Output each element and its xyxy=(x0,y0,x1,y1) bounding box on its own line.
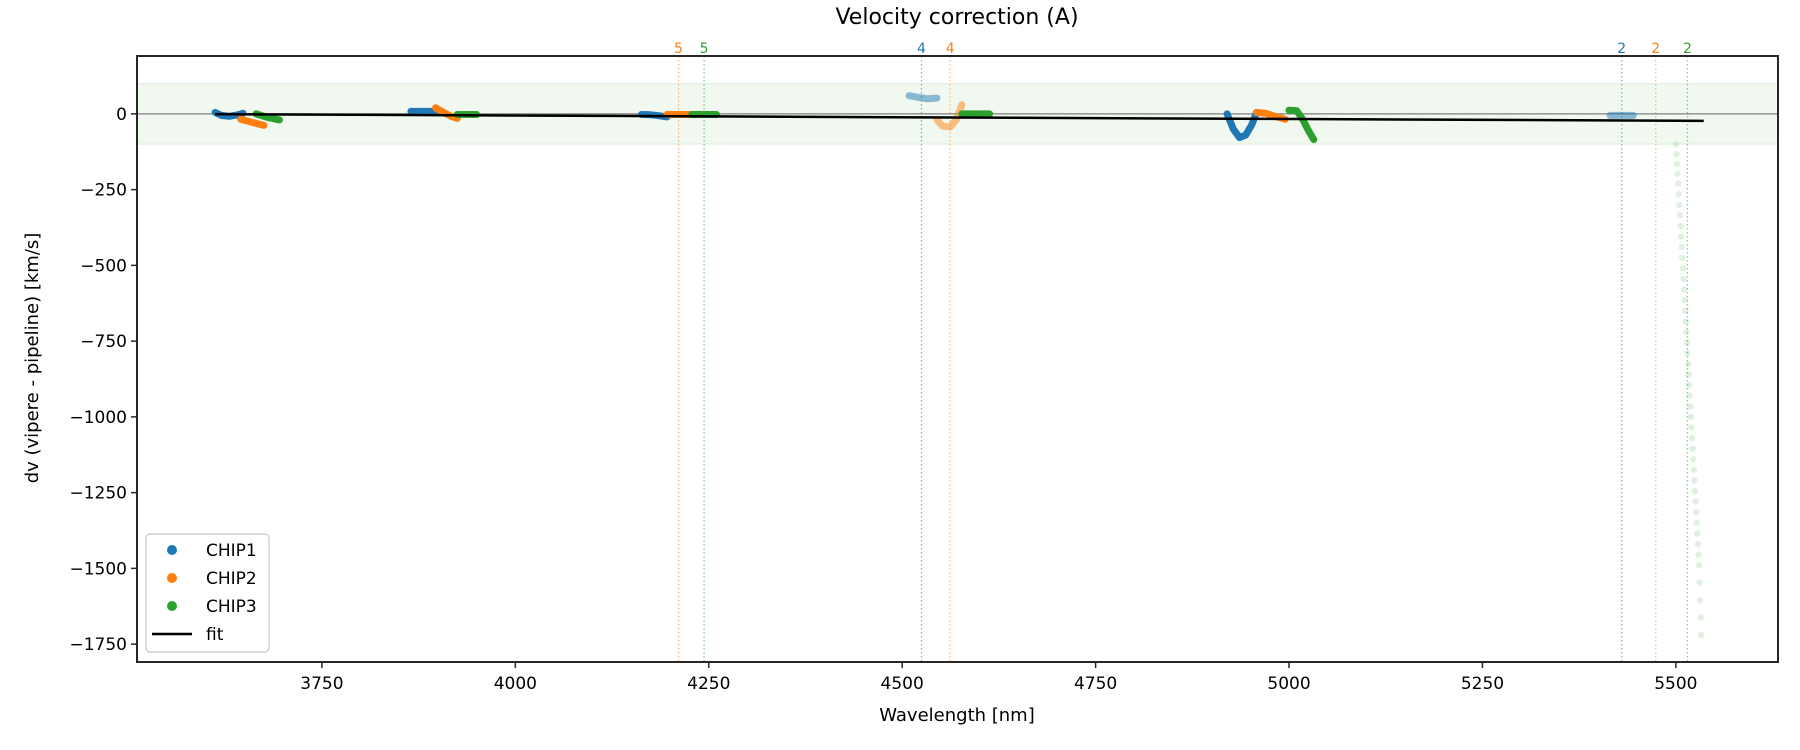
x-tick-label: 5250 xyxy=(1461,674,1504,694)
vertical-line-label: 2 xyxy=(1683,41,1692,57)
y-tick-label: −500 xyxy=(80,256,127,276)
chart-title: Velocity correction (A) xyxy=(835,5,1078,30)
x-axis-ticks: 3750 4000 4250 4500 4750 5000 5250 5500 xyxy=(300,662,1698,694)
data-point xyxy=(1695,551,1702,558)
vertical-line-label: 2 xyxy=(1617,41,1626,57)
vertical-line-label: 5 xyxy=(700,41,709,57)
legend-marker-chip2 xyxy=(167,573,177,583)
data-point xyxy=(1697,614,1705,621)
x-tick-label: 5500 xyxy=(1654,674,1697,694)
plot-frame xyxy=(136,55,1779,663)
y-tick-label: −1000 xyxy=(69,408,127,428)
data-point xyxy=(1684,350,1691,357)
legend-label-chip1: CHIP1 xyxy=(206,541,257,561)
vertical-line-label: 5 xyxy=(674,41,683,57)
vertical-line-labels: 5 5 4 4 2 2 2 xyxy=(674,41,1692,57)
vertical-line-label: 2 xyxy=(1651,41,1660,57)
data-point xyxy=(1691,477,1698,484)
data-point xyxy=(1688,434,1696,442)
data-point xyxy=(1680,286,1688,293)
y-axis-label: dv (vipere - pipeline) [km/s] xyxy=(22,233,43,484)
data-point xyxy=(1674,170,1681,177)
y-tick-label: −750 xyxy=(80,332,127,352)
legend-item-chip3: CHIP3 xyxy=(167,597,257,617)
legend-label-chip2: CHIP2 xyxy=(206,569,257,589)
legend-label-fit: fit xyxy=(206,625,224,645)
data-point xyxy=(1690,456,1697,463)
data-point xyxy=(1689,445,1696,452)
y-axis-ticks: 0 −250 −500 −750 −1000 −1250 −1500 −1750 xyxy=(69,105,137,655)
data-point xyxy=(1681,307,1689,315)
series-chip3 xyxy=(252,106,1705,639)
y-tick-label: −1250 xyxy=(69,484,127,504)
data-point xyxy=(1685,371,1692,378)
data-point xyxy=(1673,150,1680,158)
x-tick-label: 4750 xyxy=(1074,674,1117,694)
x-axis-label: Wavelength [nm] xyxy=(879,705,1035,726)
data-segment-chip2 xyxy=(237,115,268,129)
legend-label-chip3: CHIP3 xyxy=(206,597,257,617)
x-tick-label: 4500 xyxy=(881,674,924,694)
data-point xyxy=(1690,466,1698,474)
data-point xyxy=(1679,254,1686,261)
legend-item-chip2: CHIP2 xyxy=(167,569,257,589)
x-tick-label: 5000 xyxy=(1267,674,1310,694)
legend: CHIP1 CHIP2 CHIP3 fit xyxy=(145,533,270,653)
data-point xyxy=(1673,160,1681,168)
data-segment-chip2 xyxy=(933,101,966,131)
vertical-lines-layer xyxy=(677,56,1689,662)
fit-line xyxy=(215,112,1704,123)
data-point xyxy=(1694,540,1702,548)
data-point xyxy=(1681,297,1688,304)
data-point xyxy=(1695,562,1703,569)
data-point xyxy=(1683,339,1691,346)
legend-marker-chip3 xyxy=(167,601,177,611)
y-tick-label: −250 xyxy=(80,181,127,201)
data-segment-chip1 xyxy=(1223,108,1260,141)
data-point xyxy=(1694,530,1701,537)
fit-layer xyxy=(215,112,1704,123)
data-point xyxy=(1697,596,1704,604)
data-point xyxy=(1691,487,1699,495)
data-point xyxy=(1680,275,1687,283)
data-point xyxy=(1683,328,1690,336)
data-point xyxy=(1678,243,1685,251)
x-tick-label: 3750 xyxy=(300,674,343,694)
data-point xyxy=(1693,519,1700,527)
data-point xyxy=(1677,222,1684,230)
data-point xyxy=(1676,201,1683,208)
y-tick-label: 0 xyxy=(116,105,127,125)
data-layer xyxy=(211,92,1705,639)
data-point xyxy=(1696,579,1703,586)
y-tick-label: −1750 xyxy=(69,635,127,655)
vertical-line-label: 4 xyxy=(917,41,926,57)
data-point xyxy=(1686,381,1693,389)
x-tick-label: 4250 xyxy=(687,674,730,694)
x-tick-label: 4000 xyxy=(494,674,537,694)
vertical-line-label: 4 xyxy=(946,41,955,57)
y-tick-label: −1500 xyxy=(69,559,127,579)
legend-marker-chip1 xyxy=(167,545,177,555)
legend-box xyxy=(145,533,270,653)
data-point xyxy=(1686,392,1693,399)
data-point xyxy=(1677,233,1685,240)
legend-item-chip1: CHIP1 xyxy=(167,541,257,561)
data-point xyxy=(1692,498,1699,505)
data-point xyxy=(1672,140,1680,148)
data-point xyxy=(1688,424,1695,431)
data-point xyxy=(1687,403,1694,410)
data-segment-chip1 xyxy=(905,92,941,103)
data-point xyxy=(1684,360,1692,368)
data-point xyxy=(1682,318,1689,325)
data-point xyxy=(1687,413,1695,421)
data-point xyxy=(1676,212,1684,219)
legend-item-fit: fit xyxy=(152,625,224,645)
data-point xyxy=(1692,509,1700,516)
data-point xyxy=(1675,190,1682,198)
data-point xyxy=(1679,265,1687,272)
data-point xyxy=(1698,631,1705,639)
data-point xyxy=(1674,180,1682,187)
